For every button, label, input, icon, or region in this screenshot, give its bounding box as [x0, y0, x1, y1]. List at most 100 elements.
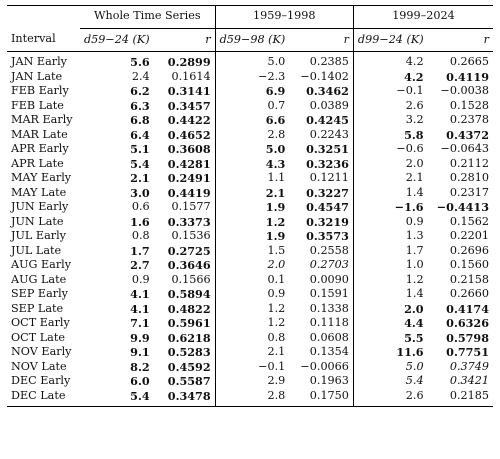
value-cell-d3: 1.4	[352, 287, 428, 302]
value-cell-r2: 0.1338	[309, 301, 349, 315]
value-cell-r3: 0.1528	[449, 98, 489, 112]
interval-cell: AUG Late	[11, 272, 67, 286]
value-cell-d3: 1.0	[352, 258, 428, 273]
table-row: MAY Early 2.1 0.2491 1.1 0.1211 2.1 0.2810	[7, 171, 493, 186]
value-cell-d1: 6.3	[130, 98, 150, 113]
value-cell-r2: 0.1963	[309, 374, 349, 387]
value-cell-d2: 1.5	[214, 243, 290, 258]
value-cell-r1: 0.1577	[171, 200, 211, 213]
value-cell-r2: 0.3573	[306, 229, 349, 243]
value-cell-d2: −2.3	[214, 69, 290, 84]
value-cell-d2: 2.9	[214, 374, 290, 389]
interval-cell: FEB Late	[11, 98, 64, 112]
value-cell-d1: 5.4	[79, 388, 154, 407]
value-cell-d1: 0.8	[131, 229, 150, 242]
value-cell-r1: 0.2491	[167, 171, 211, 185]
value-cell-d3: −0.1	[352, 84, 428, 99]
value-cell-d3: 2.6	[352, 98, 428, 113]
value-cell-d2: 5.0	[214, 51, 290, 70]
interval-cell: JAN Late	[11, 69, 63, 83]
value-cell-r3: 0.4119	[446, 69, 489, 84]
interval-cell: MAR Early	[11, 113, 73, 126]
table-row: MAY Late 3.0 0.4419 2.1 0.3227 1.4 0.2317	[7, 185, 493, 200]
value-cell-r2: 0.4245	[306, 113, 349, 127]
table-row: APR Early 5.1 0.3608 5.0 0.3251 −0.6 −0.0643	[7, 142, 493, 157]
value-cell-d3: 4.2	[352, 69, 428, 84]
value-cell-r2: 0.3251	[306, 142, 349, 156]
value-cell-d2: 4.3	[214, 156, 290, 171]
value-cell-d1: 4.1	[130, 287, 150, 301]
interval-cell: MAY Late	[11, 185, 67, 199]
value-cell-d1: 6.2	[130, 84, 150, 98]
table-row: NOV Late 8.2 0.4592 −0.1 −0.0066 5.0 0.3749	[7, 359, 493, 374]
value-cell-d2: 1.1	[214, 171, 290, 186]
value-cell-d3: 2.6	[352, 388, 428, 407]
value-cell-r1: 0.3646	[167, 258, 211, 272]
value-cell-d1: 8.2	[130, 359, 150, 374]
value-cell-r2: 0.2243	[309, 127, 349, 141]
value-cell-r3: 0.4372	[446, 127, 489, 142]
value-cell-d1: 2.1	[130, 171, 150, 185]
interval-cell: AUG Early	[11, 258, 72, 271]
value-cell-d2: 2.1	[214, 185, 290, 200]
interval-cell: JAN Early	[11, 55, 67, 68]
interval-cell: MAY Early	[11, 171, 72, 184]
r3-header: r	[427, 28, 493, 52]
value-cell-r2: 0.0090	[309, 272, 349, 286]
value-cell-r1: 0.4652	[167, 127, 211, 142]
value-cell-d3: 2.0	[352, 156, 428, 171]
interval-cell: FEB Early	[11, 84, 69, 97]
value-cell-d3: 5.5	[352, 330, 428, 345]
value-cell-d2: 6.6	[214, 113, 290, 128]
table-row: JUL Late 1.7 0.2725 1.5 0.2558 1.7 0.2696	[7, 243, 493, 258]
value-cell-r3: 0.2185	[427, 388, 493, 407]
value-cell-r1: 0.2899	[167, 55, 211, 69]
value-cell-d1: 7.1	[130, 316, 150, 330]
table-row: FEB Late 6.3 0.3457 0.7 0.0389 2.6 0.1528	[7, 98, 493, 113]
value-cell-d1: 5.1	[130, 142, 150, 156]
group-header-empty	[7, 6, 80, 29]
value-cell-r2: 0.3236	[306, 156, 349, 171]
value-cell-d2: 2.8	[214, 388, 290, 407]
value-cell-d1: 0.6	[131, 200, 150, 213]
interval-cell: JUN Late	[11, 214, 64, 228]
value-cell-r2: 0.2703	[309, 258, 349, 271]
value-cell-d3: 5.4	[352, 374, 428, 389]
table-row: JAN Late 2.4 0.1614 −2.3 −0.1402 4.2 0.4119	[7, 69, 493, 84]
value-cell-r3: 0.2810	[449, 171, 489, 184]
value-cell-r3: 0.2378	[449, 113, 489, 126]
value-cell-d3: 2.0	[352, 301, 428, 316]
interval-cell: NOV Late	[11, 359, 67, 373]
value-cell-r3: 0.5798	[446, 330, 489, 345]
interval-cell: NOV Early	[11, 345, 72, 358]
table-container: Whole Time Series 1959–1998 1999–2024 In…	[7, 5, 493, 407]
table-row: NOV Early 9.1 0.5283 2.1 0.1354 11.6 0.7751	[7, 345, 493, 360]
value-cell-d2: 2.1	[214, 345, 290, 360]
value-cell-d3: 1.2	[352, 272, 428, 287]
value-cell-d1: 6.0	[130, 374, 150, 388]
value-cell-r3: 0.1562	[449, 214, 489, 228]
value-cell-r1: 0.6218	[167, 330, 211, 345]
value-cell-d2: 2.0	[214, 258, 290, 273]
interval-cell: OCT Late	[11, 330, 65, 344]
value-cell-r2: −0.1402	[300, 69, 349, 83]
value-cell-d3: 1.7	[352, 243, 428, 258]
value-cell-r3: 0.2201	[449, 229, 489, 242]
value-cell-r3: 0.2660	[449, 287, 489, 300]
table-row: APR Late 5.4 0.4281 4.3 0.3236 2.0 0.2112	[7, 156, 493, 171]
group-header-whole: Whole Time Series	[79, 5, 216, 29]
value-cell-d3: 3.2	[352, 113, 428, 128]
value-cell-r2: 0.1591	[309, 287, 349, 300]
value-cell-d2: 5.0	[214, 142, 290, 157]
value-cell-d1: 2.7	[130, 258, 150, 272]
table-row: JUN Late 1.6 0.3373 1.2 0.3219 0.9 0.1562	[7, 214, 493, 229]
value-cell-r1: 0.5894	[167, 287, 211, 301]
value-cell-d1: 2.4	[131, 69, 150, 83]
value-cell-r3: −0.0038	[440, 84, 489, 97]
table-row: MAR Late 6.4 0.4652 2.8 0.2243 5.8 0.4372	[7, 127, 493, 142]
value-cell-d2: 1.2	[214, 316, 290, 331]
value-cell-d3: 1.3	[352, 229, 428, 244]
value-cell-r3: 0.6326	[446, 316, 489, 330]
value-cell-r1: 0.5961	[167, 316, 211, 330]
value-cell-r3: 0.3421	[449, 374, 489, 387]
